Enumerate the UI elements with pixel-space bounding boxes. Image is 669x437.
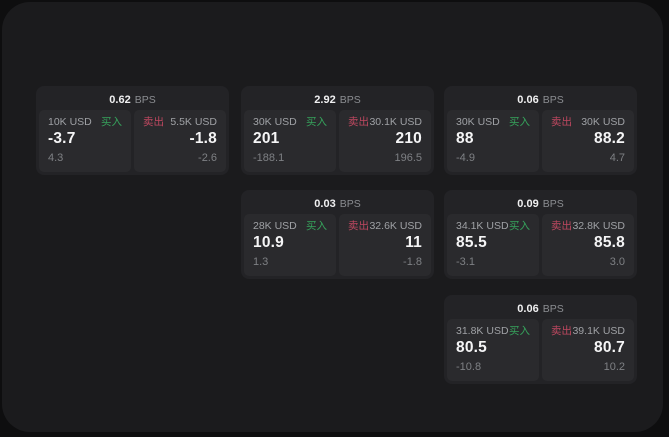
bps-unit: BPS [339,197,361,210]
bps-unit: BPS [542,302,564,315]
buy-pane[interactable]: 31.8K USD 买入 80.5 -10.8 [447,319,539,381]
quote-card[interactable]: 0.06 BPS 31.8K USD 买入 80.5 -10.8 卖出 39.1… [444,295,637,384]
bps-value: 2.92 [314,93,336,106]
sell-pane[interactable]: 卖出 5.5K USD -1.8 -2.6 [134,110,226,172]
bps-unit: BPS [134,93,156,106]
buy-amount: 28K USD [253,220,297,232]
bps-value: 0.09 [517,197,539,210]
sell-price: 88.2 [594,130,625,147]
quote-card[interactable]: 0.03 BPS 28K USD 买入 10.9 1.3 卖出 32.6K US… [241,190,434,279]
buy-price: -3.7 [48,130,76,147]
quote-card[interactable]: 0.62 BPS 10K USD 买入 -3.7 4.3 卖出 5.5K USD… [36,86,229,175]
buy-side-label: 买入 [101,116,122,128]
sell-side-label: 卖出 [551,220,572,232]
sell-side-label: 卖出 [551,116,572,128]
sell-sub-value: 196.5 [394,152,422,164]
buy-pane[interactable]: 28K USD 买入 10.9 1.3 [244,214,336,276]
bps-header: 0.06 BPS [447,298,634,319]
bps-header: 0.03 BPS [244,193,431,214]
sell-price: 210 [395,130,422,147]
bps-header: 0.09 BPS [447,193,634,214]
sell-pane[interactable]: 卖出 39.1K USD 80.7 10.2 [542,319,634,381]
sell-sub-value: 4.7 [609,152,625,164]
buy-amount: 30K USD [456,116,500,128]
sell-sub-value: -2.6 [198,152,217,164]
sell-pane[interactable]: 卖出 30K USD 88.2 4.7 [542,110,634,172]
buy-amount: 10K USD [48,116,92,128]
sell-side-label: 卖出 [143,116,164,128]
buy-sub-value: -188.1 [253,152,285,164]
buy-pane[interactable]: 30K USD 买入 201 -188.1 [244,110,336,172]
sell-sub-value: 10.2 [603,361,625,373]
bps-header: 2.92 BPS [244,89,431,110]
bps-value: 0.06 [517,93,539,106]
buy-amount: 31.8K USD [456,325,509,337]
buy-price: 88 [456,130,474,147]
buy-amount: 30K USD [253,116,297,128]
buy-pane[interactable]: 10K USD 买入 -3.7 4.3 [39,110,131,172]
sell-price: 85.8 [594,234,625,251]
buy-sub-value: 1.3 [253,256,269,268]
sell-price: 11 [405,234,422,251]
sell-pane[interactable]: 卖出 32.6K USD 11 -1.8 [339,214,431,276]
bps-value: 0.03 [314,197,336,210]
buy-amount: 34.1K USD [456,220,509,232]
buy-price: 201 [253,130,280,147]
sell-price: 80.7 [594,339,625,356]
buy-price: 10.9 [253,234,284,251]
bps-header: 0.06 BPS [447,89,634,110]
buy-price: 85.5 [456,234,487,251]
buy-sub-value: -4.9 [456,152,475,164]
buy-side-label: 买入 [509,220,530,232]
bps-header: 0.62 BPS [39,89,226,110]
buy-side-label: 买入 [306,116,327,128]
sell-sub-value: 3.0 [609,256,625,268]
buy-pane[interactable]: 34.1K USD 买入 85.5 -3.1 [447,214,539,276]
buy-pane[interactable]: 30K USD 买入 88 -4.9 [447,110,539,172]
sell-amount: 5.5K USD [170,116,217,128]
buy-sub-value: -10.8 [456,361,482,373]
sell-sub-value: -1.8 [403,256,422,268]
quote-card[interactable]: 0.09 BPS 34.1K USD 买入 85.5 -3.1 卖出 32.8K… [444,190,637,279]
buy-side-label: 买入 [509,116,530,128]
quote-card[interactable]: 2.92 BPS 30K USD 买入 201 -188.1 卖出 30.1K … [241,86,434,175]
sell-amount: 32.6K USD [369,220,422,232]
quote-card[interactable]: 0.06 BPS 30K USD 买入 88 -4.9 卖出 30K USD 8… [444,86,637,175]
sell-price: -1.8 [189,130,217,147]
bps-unit: BPS [339,93,361,106]
buy-side-label: 买入 [509,325,530,337]
buy-sub-value: -3.1 [456,256,475,268]
bps-value: 0.62 [109,93,131,106]
sell-amount: 32.8K USD [572,220,625,232]
sell-side-label: 卖出 [348,116,369,128]
bps-unit: BPS [542,93,564,106]
buy-side-label: 买入 [306,220,327,232]
sell-pane[interactable]: 卖出 30.1K USD 210 196.5 [339,110,431,172]
sell-side-label: 卖出 [551,325,572,337]
buy-price: 80.5 [456,339,487,356]
buy-sub-value: 4.3 [48,152,64,164]
bps-value: 0.06 [517,302,539,315]
quotes-panel: 0.62 BPS 10K USD 买入 -3.7 4.3 卖出 5.5K USD… [2,2,663,432]
sell-side-label: 卖出 [348,220,369,232]
sell-pane[interactable]: 卖出 32.8K USD 85.8 3.0 [542,214,634,276]
sell-amount: 30K USD [581,116,625,128]
bps-unit: BPS [542,197,564,210]
sell-amount: 39.1K USD [572,325,625,337]
sell-amount: 30.1K USD [369,116,422,128]
